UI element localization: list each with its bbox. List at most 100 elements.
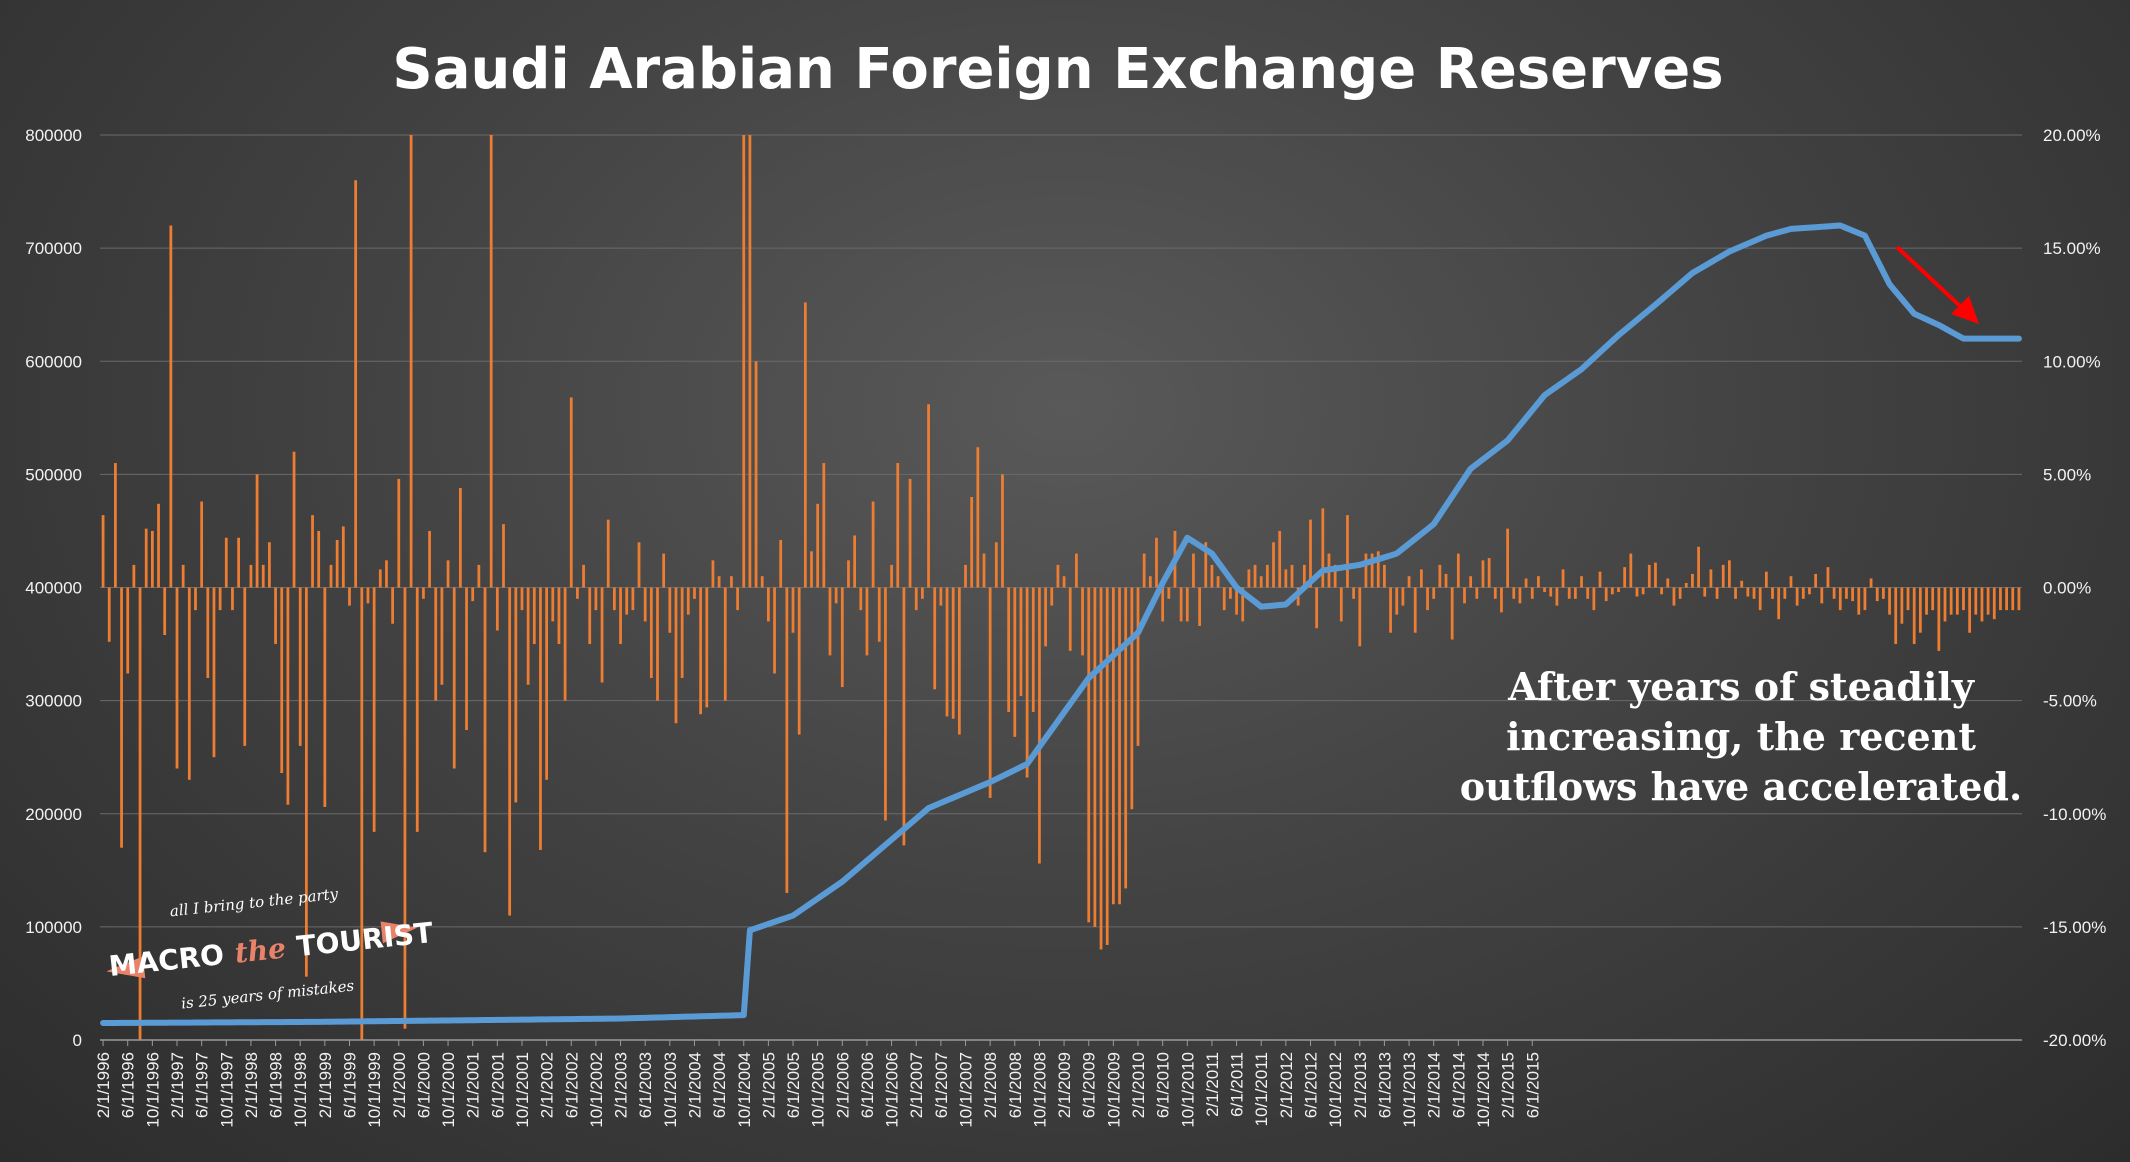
bar	[1093, 587, 1097, 927]
bar	[1598, 571, 1602, 588]
bar	[1463, 587, 1466, 604]
bar	[939, 587, 943, 606]
bar	[748, 135, 752, 588]
x-tick-label: 10/1/2008	[1030, 1052, 1049, 1128]
x-tick-label: 2/1/2006	[833, 1052, 852, 1118]
bar	[970, 497, 974, 588]
bar	[1395, 587, 1399, 615]
x-tick-label: 6/1/2002	[562, 1052, 581, 1118]
x-tick-label: 6/1/2008	[1006, 1052, 1025, 1118]
bar	[1838, 587, 1842, 611]
bar	[243, 587, 247, 746]
bar	[1302, 564, 1306, 588]
bar	[1105, 587, 1109, 945]
bar	[1814, 573, 1818, 588]
bar	[1925, 587, 1928, 615]
x-tick-label: 10/1/2001	[513, 1052, 532, 1128]
x-tick-label: 2/1/1999	[316, 1052, 335, 1118]
bar	[1013, 587, 1017, 737]
x-tick-label: 6/1/1997	[193, 1052, 212, 1118]
bar	[945, 587, 949, 717]
bar	[1383, 564, 1386, 588]
svg-text:MACRO the TOURIST: MACRO the TOURIST	[107, 916, 434, 983]
x-tick-label: 2/1/1997	[168, 1052, 187, 1118]
bar	[1130, 587, 1134, 810]
bar	[699, 587, 703, 715]
bar	[816, 503, 820, 588]
bar	[1691, 573, 1694, 588]
bar	[1518, 587, 1522, 604]
bar	[914, 587, 918, 611]
bar	[921, 587, 924, 599]
bar	[1561, 569, 1565, 588]
right-tick-label: -5.00%	[2043, 692, 2097, 711]
bar	[760, 576, 764, 588]
bar	[2017, 587, 2021, 611]
bar	[477, 564, 481, 588]
bar	[206, 587, 210, 678]
red-arrow	[1895, 245, 1979, 324]
bar	[446, 560, 450, 588]
bar	[280, 587, 284, 774]
x-tick-label: 10/1/2000	[439, 1052, 458, 1128]
right-tick-label: 15.00%	[2043, 239, 2101, 258]
bar	[1974, 587, 1978, 615]
bar	[1099, 587, 1103, 950]
right-tick-label: 10.00%	[2043, 352, 2101, 371]
bar	[1081, 587, 1084, 656]
bar	[1610, 587, 1614, 595]
bar	[877, 587, 881, 642]
x-tick-label: 2/1/2015	[1499, 1052, 1518, 1118]
bar	[871, 501, 875, 588]
x-tick-label: 10/1/2007	[957, 1052, 976, 1128]
bar	[1007, 587, 1011, 712]
bar	[1364, 553, 1368, 588]
bar	[1832, 587, 1836, 599]
bar	[1555, 587, 1559, 606]
bar	[1992, 587, 1996, 620]
bar	[1500, 587, 1503, 613]
bar	[132, 564, 136, 588]
bar	[1728, 560, 1731, 588]
bar	[791, 587, 795, 633]
bar	[742, 135, 746, 588]
bar	[1210, 564, 1214, 588]
annotation-line-1: After years of steadily	[1507, 664, 1975, 709]
annotation-line-2: increasing, the recent	[1506, 714, 1976, 759]
bar	[1617, 587, 1620, 593]
bar	[1801, 587, 1805, 599]
bar	[1062, 576, 1066, 588]
watermark-tourist: TOURIST	[295, 916, 435, 963]
bar	[1038, 587, 1041, 864]
x-tick-label: 2/1/2013	[1351, 1052, 1370, 1118]
bar	[662, 553, 666, 588]
bar	[1647, 564, 1651, 588]
bar	[1438, 564, 1442, 588]
bar	[896, 463, 900, 588]
bar	[1419, 569, 1423, 588]
bar	[686, 587, 690, 615]
bar	[1025, 587, 1029, 778]
bar	[637, 542, 641, 588]
bar	[1001, 474, 1004, 588]
x-tick-label: 6/1/2010	[1154, 1052, 1173, 1118]
bar	[1253, 564, 1257, 588]
bar	[144, 528, 148, 588]
bar	[964, 564, 967, 588]
bar	[1315, 587, 1319, 629]
x-tick-label: 2/1/2007	[907, 1052, 926, 1118]
x-tick-label: 10/1/2012	[1326, 1052, 1345, 1128]
x-tick-label: 2/1/2009	[1055, 1052, 1074, 1118]
bar	[1339, 587, 1343, 622]
bar	[440, 587, 444, 685]
x-tick-label: 10/1/2002	[587, 1052, 606, 1128]
x-tick-label: 6/1/1999	[340, 1052, 359, 1118]
bar	[933, 587, 937, 690]
bar	[1666, 578, 1670, 588]
bar	[1389, 587, 1392, 633]
bar	[1684, 582, 1688, 588]
bar	[1118, 587, 1121, 905]
x-tick-label: 2/1/2000	[390, 1052, 409, 1118]
bar	[594, 587, 598, 611]
bar	[1444, 573, 1448, 588]
